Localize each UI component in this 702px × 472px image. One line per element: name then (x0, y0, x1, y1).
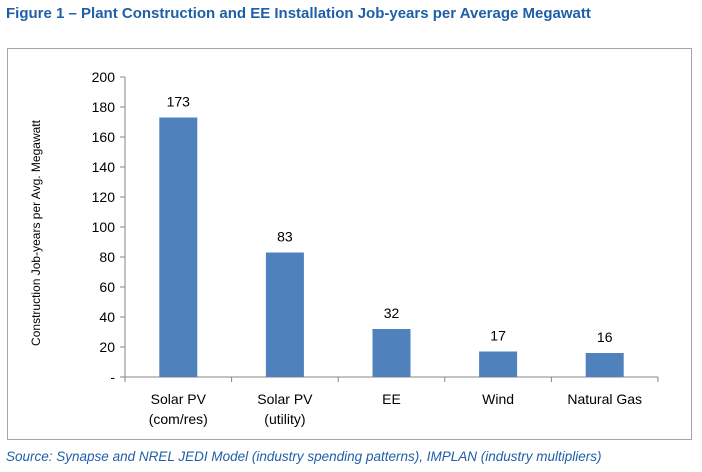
data-label: 83 (277, 229, 293, 245)
data-label: 17 (490, 328, 506, 344)
y-axis-label-group: Construction Job-years per Avg. Megawatt (29, 119, 43, 346)
category-label: Wind (482, 391, 514, 407)
category-labels: Solar PV (com/res) Solar PV (utility) EE Wind… (149, 391, 642, 427)
y-tick-label: - (110, 369, 115, 385)
y-tick-label: 60 (99, 279, 115, 295)
bar (479, 351, 518, 377)
category-label: Natural Gas (567, 391, 642, 407)
y-tick-label: 200 (92, 69, 116, 85)
category-label: (com/res) (149, 411, 208, 427)
bars (159, 117, 624, 377)
category-label: (utility) (264, 411, 305, 427)
y-ticks: - 20 40 60 80 100 120 140 160 180 200 (92, 69, 125, 385)
figure-title: Figure 1 – Plant Construction and EE Ins… (6, 5, 591, 22)
bar (159, 117, 198, 377)
category-label: Solar PV (151, 391, 207, 407)
y-tick-label: 20 (99, 339, 115, 355)
category-label: EE (382, 391, 401, 407)
y-tick-label: 140 (92, 159, 116, 175)
data-labels: 173 83 32 17 16 (167, 94, 613, 346)
y-tick-label: 80 (99, 249, 115, 265)
category-label: Solar PV (257, 391, 313, 407)
bar (372, 329, 411, 377)
y-tick-label: 120 (92, 189, 116, 205)
chart-frame: Construction Job-years per Avg. Megawatt… (7, 48, 692, 440)
bar (585, 353, 624, 377)
data-label: 32 (384, 305, 400, 321)
y-axis-label: Construction Job-years per Avg. Megawatt (29, 119, 43, 346)
y-tick-label: 100 (92, 219, 116, 235)
data-label: 173 (167, 94, 191, 110)
data-label: 16 (597, 329, 613, 345)
source-note: Source: Synapse and NREL JEDI Model (ind… (6, 449, 602, 464)
y-tick-label: 160 (92, 129, 116, 145)
y-tick-label: 40 (99, 309, 115, 325)
bar-chart: Construction Job-years per Avg. Megawatt… (29, 69, 659, 427)
bar (265, 252, 304, 377)
y-tick-label: 180 (92, 99, 116, 115)
